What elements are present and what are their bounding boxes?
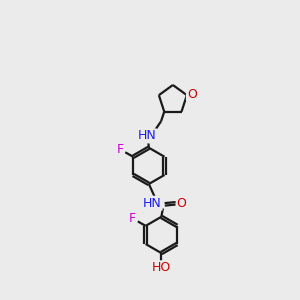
Text: HO: HO [152, 261, 171, 274]
Text: HN: HN [143, 197, 162, 210]
Text: F: F [117, 143, 124, 156]
Text: O: O [176, 197, 186, 210]
Text: F: F [129, 212, 136, 225]
Text: O: O [187, 88, 197, 100]
Text: HN: HN [138, 130, 156, 142]
